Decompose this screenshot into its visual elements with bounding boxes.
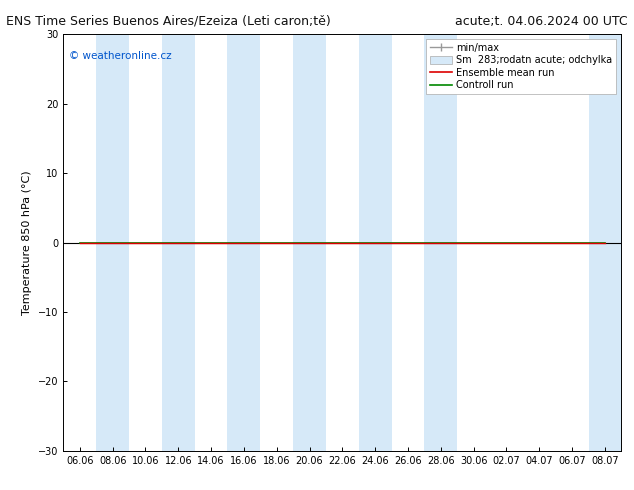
Y-axis label: Temperature 850 hPa (°C): Temperature 850 hPa (°C) <box>22 170 32 315</box>
Bar <box>96 34 129 451</box>
Text: ENS Time Series Buenos Aires/Ezeiza (Leti caron;tě): ENS Time Series Buenos Aires/Ezeiza (Let… <box>6 15 331 28</box>
Text: acute;t. 04.06.2024 00 UTC: acute;t. 04.06.2024 00 UTC <box>455 15 628 28</box>
Text: © weatheronline.cz: © weatheronline.cz <box>69 51 172 61</box>
Bar <box>359 34 392 451</box>
Bar <box>162 34 195 451</box>
Bar <box>588 34 621 451</box>
Legend: min/max, Sm  283;rodatn acute; odchylka, Ensemble mean run, Controll run: min/max, Sm 283;rodatn acute; odchylka, … <box>426 39 616 94</box>
Bar <box>424 34 457 451</box>
Bar <box>228 34 261 451</box>
Bar <box>293 34 326 451</box>
